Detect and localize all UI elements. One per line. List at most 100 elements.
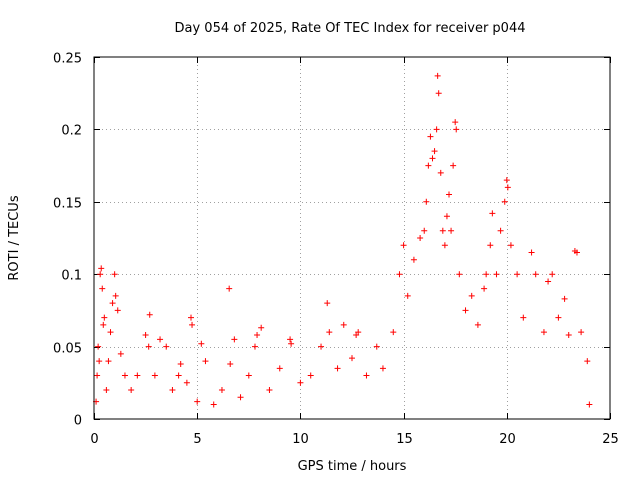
data-point	[355, 329, 362, 336]
data-point	[188, 314, 195, 321]
data-point	[95, 343, 102, 350]
data-point	[101, 314, 108, 321]
data-point	[157, 336, 164, 343]
x-tick-label: 25	[602, 432, 619, 447]
data-points	[93, 72, 593, 408]
data-point	[169, 387, 176, 394]
data-point	[514, 271, 521, 278]
data-point	[121, 372, 128, 379]
data-point	[489, 210, 496, 217]
data-point	[410, 256, 417, 263]
data-point	[437, 169, 444, 176]
data-point	[462, 307, 469, 314]
data-point	[578, 329, 585, 336]
data-point	[417, 235, 424, 241]
data-point	[266, 387, 273, 394]
data-point	[421, 227, 428, 234]
data-point	[425, 162, 432, 169]
y-tick-label: 0.05	[53, 342, 82, 357]
data-point	[97, 271, 104, 278]
data-point	[99, 285, 106, 292]
plot-frame	[93, 56, 611, 420]
data-point	[450, 162, 457, 169]
y-tick-label: 0.25	[53, 52, 82, 67]
data-point	[549, 271, 556, 278]
data-point	[276, 365, 283, 372]
data-point	[452, 119, 459, 126]
data-point	[198, 340, 205, 347]
data-point	[96, 358, 103, 365]
data-point	[94, 372, 101, 379]
data-point	[183, 379, 190, 386]
tick-labels: 0 5 10 15 20 25 0 0.05 0.1 0.15 0.2 0.25	[53, 52, 619, 448]
data-point	[231, 336, 238, 343]
data-point	[334, 365, 341, 372]
grid-lines	[94, 57, 610, 419]
data-point	[446, 191, 453, 198]
data-point	[504, 184, 511, 191]
data-point	[103, 387, 110, 394]
data-point	[254, 332, 261, 339]
data-point	[545, 278, 552, 285]
y-axis-label: ROTI / TECUs	[7, 195, 22, 280]
data-point	[318, 343, 325, 350]
x-tick-label: 15	[396, 432, 413, 447]
data-point	[434, 72, 441, 79]
data-point	[227, 360, 234, 367]
data-point	[448, 227, 455, 234]
data-point	[194, 398, 201, 405]
data-point	[584, 358, 591, 365]
data-point	[379, 365, 386, 372]
data-point	[443, 213, 450, 220]
data-point	[435, 90, 442, 97]
data-point	[439, 227, 446, 234]
data-point	[145, 343, 152, 350]
data-point	[142, 332, 149, 339]
data-point	[561, 295, 568, 302]
data-point	[100, 321, 107, 328]
data-point	[288, 340, 295, 347]
data-point	[226, 285, 233, 292]
data-point	[202, 358, 209, 365]
data-point	[423, 198, 430, 205]
data-point	[396, 271, 403, 278]
data-point	[501, 198, 508, 205]
x-axis-label: GPS time / hours	[298, 459, 407, 474]
data-point	[297, 379, 304, 386]
data-point	[117, 350, 124, 357]
data-point	[151, 372, 158, 379]
data-point	[111, 271, 118, 278]
data-point	[340, 321, 347, 328]
y-tick-label: 0.2	[61, 124, 82, 139]
data-point	[481, 285, 488, 292]
data-point	[507, 242, 514, 249]
data-point	[427, 133, 434, 140]
y-tick-label: 0	[74, 414, 82, 429]
data-point	[532, 271, 539, 278]
data-point	[258, 324, 265, 331]
data-point	[483, 271, 490, 278]
x-tick-label: 10	[292, 432, 309, 447]
data-point	[474, 321, 481, 328]
axis-ticks	[94, 57, 611, 420]
data-point	[107, 329, 114, 336]
data-point	[433, 126, 440, 133]
x-tick-label: 20	[499, 432, 516, 447]
data-point	[540, 329, 547, 336]
data-point	[112, 292, 119, 299]
data-point	[251, 343, 258, 350]
data-point	[98, 265, 105, 272]
x-tick-label: 5	[193, 432, 201, 447]
data-point	[453, 126, 460, 133]
data-point	[134, 372, 141, 379]
data-point	[497, 227, 504, 234]
data-point	[404, 292, 411, 299]
data-point	[109, 300, 116, 307]
data-point	[528, 249, 535, 256]
data-point	[520, 314, 527, 321]
data-point	[390, 329, 397, 336]
data-point	[177, 360, 184, 367]
data-point	[189, 321, 196, 328]
x-tick-label: 0	[90, 432, 98, 447]
